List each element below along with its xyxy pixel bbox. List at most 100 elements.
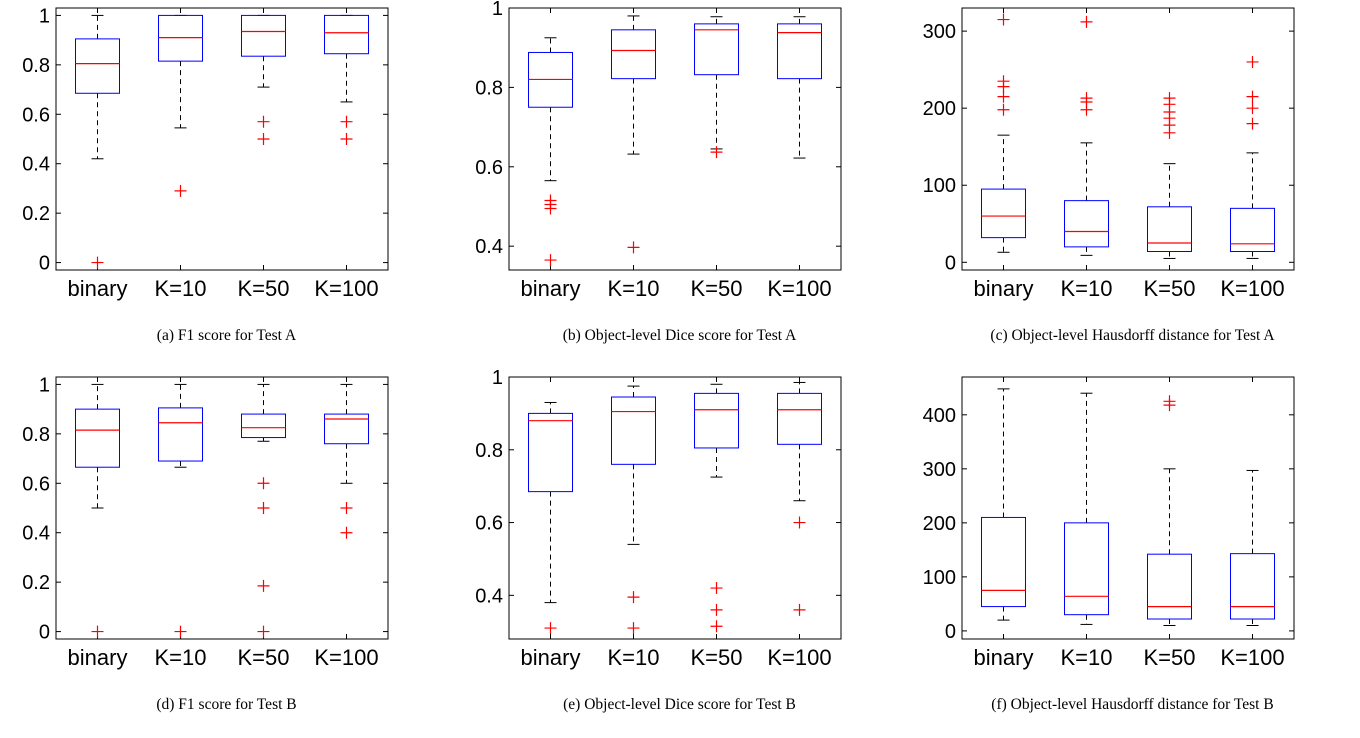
box-binary	[528, 37, 573, 267]
category-label: K=50	[1144, 276, 1196, 301]
outlier-marker	[1080, 15, 1093, 28]
chart-panel-a: 0 0.2 0.4 0.6 0.8 1 binary K=10 K=50 K=100 (a) F1 …	[0, 0, 453, 369]
y-tick-label: 0.6	[22, 473, 50, 495]
category-label: K=100	[767, 276, 831, 301]
outlier-marker	[627, 241, 640, 254]
iqr-box	[1230, 207, 1275, 253]
category-label: K=50	[238, 276, 290, 301]
outlier-marker	[257, 477, 270, 490]
y-tick-label: 100	[923, 175, 956, 197]
y-tick-label: 1	[492, 0, 503, 20]
outlier-marker	[257, 133, 270, 145]
iqr-box	[694, 23, 739, 76]
chart-panel-e: 0.4 0.6 0.8 1 binary K=10 K=50 K=100 (e) Object-…	[453, 369, 906, 738]
chart-panel-d: 0 0.2 0.4 0.6 0.8 1 binary K=10 K=50 K=100 (d) F1 …	[0, 369, 453, 738]
iqr-box	[241, 413, 286, 439]
iqr-box	[75, 38, 120, 94]
iqr-box	[777, 23, 822, 80]
outlier-marker	[997, 103, 1010, 116]
outlier-marker	[544, 202, 557, 215]
box-K=100	[777, 16, 822, 159]
box-K=50	[1147, 92, 1192, 259]
y-tick-label: 1	[39, 374, 50, 396]
box-K=50	[694, 383, 739, 633]
y-tick-label: 0	[945, 621, 956, 643]
outlier-marker	[627, 591, 640, 604]
box-binary	[981, 388, 1026, 621]
box-K=100	[324, 383, 369, 539]
outlier-marker	[174, 625, 187, 638]
box-K=10	[158, 383, 203, 638]
panel-caption: (e) Object-level Dice score for Test B	[563, 696, 796, 713]
y-tick-label: 0.6	[22, 104, 50, 126]
box-K=100	[1230, 55, 1275, 259]
panel-caption: (f) Object-level Hausdorff distance for …	[991, 696, 1274, 713]
box-plot-svg: 0 100 200 300 400 binary K=10 K=50 K=100	[923, 376, 1295, 670]
plot-frame	[961, 7, 1295, 271]
iqr-box	[158, 407, 203, 462]
category-label: K=100	[767, 645, 831, 670]
category-label: K=100	[314, 645, 378, 670]
outlier-marker	[340, 133, 353, 145]
y-tick-label: 0.8	[475, 77, 503, 99]
panel-caption: (c) Object-level Hausdorff distance for …	[990, 327, 1275, 344]
category-label: K=100	[314, 276, 378, 301]
chart-panel-f: 0 100 200 300 400 binary K=10 K=50 K=100 (f) Obje…	[906, 369, 1359, 738]
iqr-box	[1230, 553, 1275, 620]
outlier-marker	[257, 502, 270, 514]
outlier-marker	[1246, 55, 1259, 68]
category-label: binary	[521, 276, 581, 301]
outlier-marker	[710, 146, 723, 159]
outlier-marker	[793, 603, 806, 616]
iqr-box	[1064, 200, 1109, 248]
box-binary	[981, 13, 1026, 253]
box-plot-svg: 0 0.2 0.4 0.6 0.8 1 binary K=10 K=50 K=100	[22, 374, 389, 670]
outlier-marker	[997, 13, 1010, 26]
outlier-marker	[1163, 399, 1176, 412]
plot-frame	[508, 376, 842, 640]
iqr-box	[611, 29, 656, 80]
iqr-box	[694, 392, 739, 449]
box-K=50	[241, 14, 286, 145]
plot-frame	[508, 7, 842, 271]
y-tick-label: 300	[923, 21, 956, 43]
box-plot-svg: 0.4 0.6 0.8 1 binary K=10 K=50 K=100	[475, 0, 842, 301]
y-tick-label: 0.2	[22, 572, 50, 594]
y-tick-label: 0.4	[475, 236, 503, 258]
outlier-marker	[1246, 90, 1259, 103]
y-tick-label: 0.8	[475, 440, 503, 462]
outlier-marker	[340, 115, 353, 128]
box-plot-svg: 0 0.2 0.4 0.6 0.8 1 binary K=10 K=50 K=100	[22, 5, 389, 301]
outlier-marker	[544, 254, 557, 267]
y-tick-label: 0.6	[475, 157, 503, 179]
box-K=50	[1147, 395, 1192, 626]
y-tick-label: 300	[923, 459, 956, 481]
category-label: K=10	[1061, 276, 1113, 301]
box-K=10	[611, 15, 656, 254]
box-plot-svg: 0.4 0.6 0.8 1 binary K=10 K=50 K=100	[475, 369, 842, 670]
y-tick-label: 0.8	[22, 55, 50, 77]
outlier-marker	[257, 579, 270, 592]
outlier-marker	[91, 256, 104, 269]
y-tick-label: 100	[923, 567, 956, 589]
iqr-box	[324, 413, 369, 445]
outlier-marker	[1080, 103, 1093, 116]
box-binary	[528, 401, 573, 635]
iqr-box	[611, 396, 656, 465]
y-tick-label: 1	[492, 369, 503, 389]
outlier-marker	[1246, 102, 1259, 115]
category-label: K=100	[1220, 645, 1284, 670]
category-label: binary	[68, 645, 128, 670]
plot-frame	[961, 376, 1295, 640]
box-K=100	[1230, 469, 1275, 626]
outlier-marker	[257, 625, 270, 638]
category-label: K=10	[1061, 645, 1113, 670]
category-label: binary	[521, 645, 581, 670]
chart-panel-c: 0 100 200 300 binary K=10 K=50 K=100 (c) Object-…	[906, 0, 1359, 369]
outlier-marker	[1163, 126, 1176, 139]
outlier-marker	[174, 184, 187, 197]
plot-frame	[55, 376, 389, 640]
outlier-marker	[340, 502, 353, 514]
box-K=50	[241, 383, 286, 638]
iqr-box	[324, 14, 369, 55]
